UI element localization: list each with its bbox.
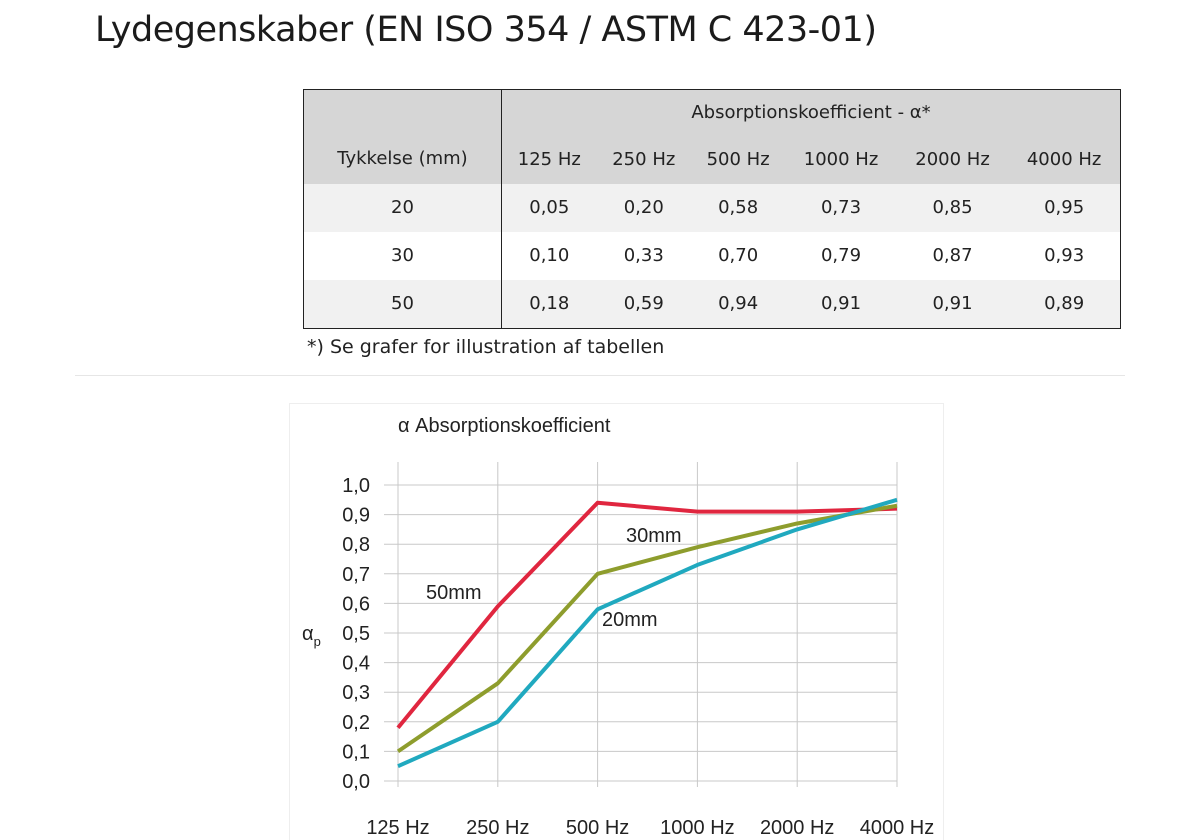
x-tick-label: 1000 Hz bbox=[660, 817, 735, 839]
x-tick-label: 125 Hz bbox=[366, 817, 429, 839]
value-cell: 0,93 bbox=[1008, 231, 1121, 280]
x-tick-label: 250 Hz bbox=[466, 817, 529, 839]
y-tick-label: 0,8 bbox=[342, 534, 370, 556]
value-cell: 0,58 bbox=[690, 184, 786, 232]
value-cell: 0,20 bbox=[596, 184, 691, 232]
x-tick-label: 2000 Hz bbox=[760, 817, 835, 839]
value-cell: 0,94 bbox=[690, 279, 786, 329]
absorption-chart: α Absorptionskoefficient 0,0 0,1 0,2 0,3 0,4 0… bbox=[302, 415, 935, 839]
y-tick-label: 0,7 bbox=[342, 564, 370, 586]
value-cell: 0,05 bbox=[501, 184, 597, 232]
absorption-group-header: Absorptionskoefficient - α* bbox=[501, 89, 1121, 134]
freq-header: 1000 Hz bbox=[785, 134, 897, 184]
chart-frame: α Absorptionskoefficient 0,0 0,1 0,2 0,3 0,4 0… bbox=[289, 403, 944, 840]
thickness-cell: 20 bbox=[303, 184, 502, 232]
value-cell: 0,91 bbox=[785, 279, 897, 329]
y-tick-label: 1,0 bbox=[342, 475, 370, 497]
y-tick-label: 0,9 bbox=[342, 505, 370, 527]
value-cell: 0,87 bbox=[896, 231, 1009, 280]
series-label: 30mm bbox=[626, 525, 682, 547]
y-tick-label: 0,2 bbox=[342, 712, 370, 734]
series-label: 50mm bbox=[426, 582, 482, 604]
value-cell: 0,85 bbox=[896, 184, 1009, 232]
value-cell: 0,33 bbox=[596, 231, 691, 280]
freq-header: 250 Hz bbox=[596, 134, 691, 184]
value-cell: 0,89 bbox=[1008, 279, 1121, 329]
absorption-table: Tykkelse (mm) Absorptionskoefficient - α… bbox=[303, 89, 1121, 329]
value-cell: 0,73 bbox=[785, 184, 897, 232]
series-line bbox=[396, 500, 898, 729]
value-cell: 0,18 bbox=[501, 279, 597, 329]
value-cell: 0,59 bbox=[596, 279, 691, 329]
series-line bbox=[397, 497, 898, 769]
value-cell: 0,91 bbox=[896, 279, 1009, 329]
x-tick-label: 4000 Hz bbox=[860, 817, 935, 839]
series-line bbox=[396, 503, 898, 754]
table-footnote: *) Se grafer for illustration af tabelle… bbox=[307, 336, 665, 358]
y-axis-label: αp bbox=[302, 623, 321, 649]
y-tick-label: 0,6 bbox=[342, 593, 370, 615]
x-tick-label: 500 Hz bbox=[566, 817, 629, 839]
thickness-cell: 30 bbox=[303, 231, 502, 280]
freq-header: 4000 Hz bbox=[1008, 134, 1121, 184]
y-tick-label: 0,3 bbox=[342, 682, 370, 704]
table-row: 50 0,18 0,59 0,94 0,91 0,91 0,89 bbox=[303, 279, 1121, 329]
freq-header: 2000 Hz bbox=[896, 134, 1009, 184]
thickness-header: Tykkelse (mm) bbox=[303, 89, 502, 184]
y-tick-label: 0,4 bbox=[342, 653, 370, 675]
y-tick-label: 0,5 bbox=[342, 623, 370, 645]
chart-title: α Absorptionskoefficient bbox=[398, 415, 611, 437]
value-cell: 0,95 bbox=[1008, 184, 1121, 232]
section-divider bbox=[75, 375, 1125, 376]
page-title: Lydegenskaber (EN ISO 354 / ASTM C 423-0… bbox=[95, 10, 877, 50]
series-label: 20mm bbox=[602, 609, 658, 631]
freq-header: 500 Hz bbox=[690, 134, 786, 184]
y-tick-label: 0,1 bbox=[342, 741, 370, 763]
table-row: 20 0,05 0,20 0,58 0,73 0,85 0,95 bbox=[303, 184, 1121, 232]
value-cell: 0,79 bbox=[785, 231, 897, 280]
y-tick-label: 0,0 bbox=[342, 771, 370, 793]
thickness-cell: 50 bbox=[303, 279, 502, 329]
value-cell: 0,10 bbox=[501, 231, 597, 280]
value-cell: 0,70 bbox=[690, 231, 786, 280]
freq-header: 125 Hz bbox=[501, 134, 597, 184]
table-row: 30 0,10 0,33 0,70 0,79 0,87 0,93 bbox=[303, 231, 1121, 280]
